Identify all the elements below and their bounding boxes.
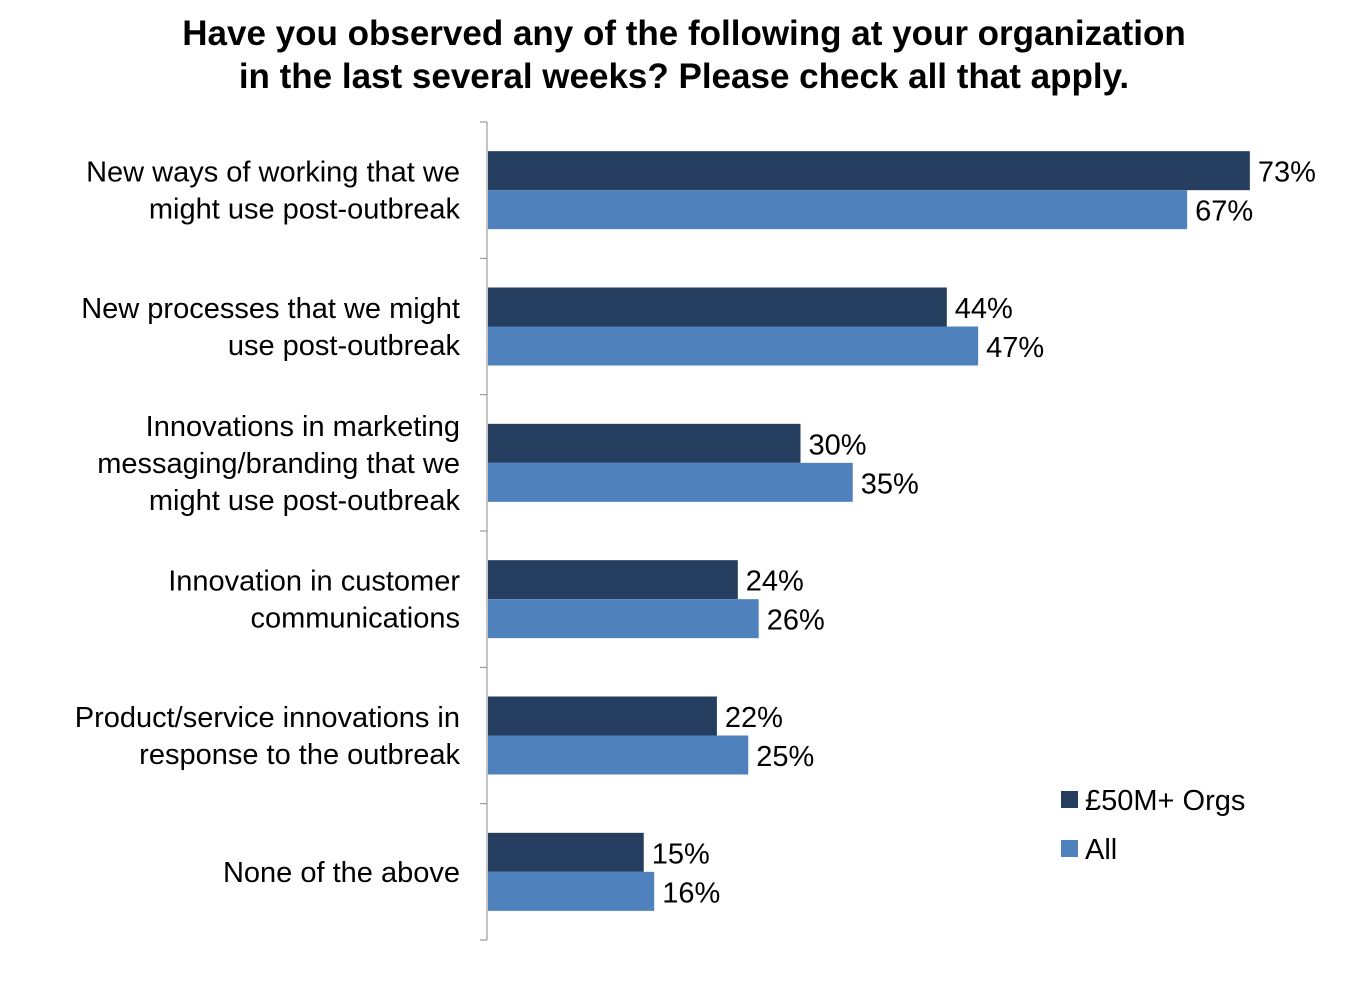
category-label: response to the outbreak [139, 739, 460, 771]
bar-50m-orgs [488, 832, 644, 872]
legend-label: £50M+ Orgs [1085, 785, 1245, 817]
data-label: 16% [662, 877, 720, 909]
data-label: 26% [767, 605, 825, 637]
category-label: communications [250, 603, 460, 635]
category-label: Product/service innovations in [75, 702, 460, 734]
data-label: 67% [1195, 196, 1253, 228]
data-label: 24% [746, 566, 804, 598]
data-label: 25% [756, 741, 814, 773]
bar-50m-orgs [488, 423, 801, 463]
data-label: 44% [955, 293, 1013, 325]
legend-swatch [1061, 840, 1078, 857]
category-label: might use post-outbreak [149, 194, 461, 226]
chart-title: Have you observed any of the following a… [0, 12, 1368, 98]
bar-all [488, 599, 759, 639]
bar-50m-orgs [488, 560, 738, 600]
bar-all [488, 326, 979, 366]
chart-title-line-1: Have you observed any of the following a… [182, 14, 1186, 53]
category-label: use post-outbreak [228, 330, 461, 362]
data-label: 22% [725, 702, 783, 734]
category-label: New ways of working that we [86, 157, 460, 189]
bar-all [488, 462, 853, 502]
data-label: 30% [809, 429, 867, 461]
data-label: 73% [1258, 157, 1316, 189]
bar-50m-orgs [488, 287, 947, 327]
category-label: New processes that we might [81, 293, 460, 325]
legend-label: All [1085, 834, 1117, 866]
bar-all [488, 735, 749, 775]
data-label: 15% [652, 838, 710, 870]
category-label: might use post-outbreak [149, 485, 461, 517]
category-label: messaging/branding that we [97, 448, 460, 480]
bar-50m-orgs [488, 151, 1250, 191]
category-label: None of the above [223, 857, 460, 889]
category-label: Innovation in customer [168, 566, 460, 598]
bar-all [488, 871, 655, 911]
bar-50m-orgs [488, 696, 717, 736]
chart-title-line-2: in the last several weeks? Please check … [238, 57, 1130, 96]
legend-swatch [1061, 791, 1078, 808]
data-label: 47% [986, 332, 1044, 364]
data-label: 35% [861, 468, 919, 500]
bar-all [488, 190, 1188, 230]
category-label: Innovations in marketing [146, 411, 460, 443]
